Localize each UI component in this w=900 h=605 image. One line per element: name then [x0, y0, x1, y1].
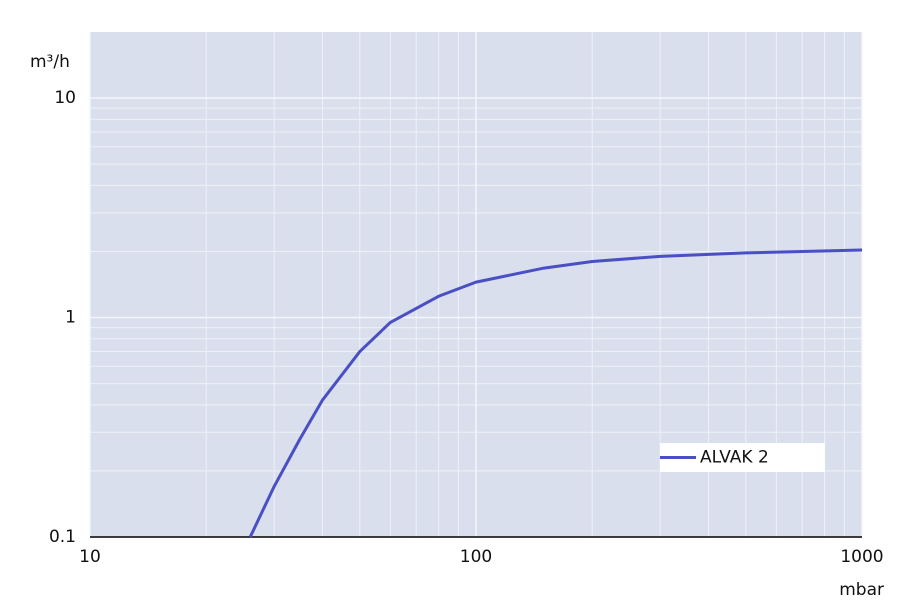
legend-label: ALVAK 2 — [700, 448, 769, 468]
y-axis-label: m³/h — [30, 52, 70, 72]
y-tick-label: 1 — [65, 308, 76, 328]
series-line — [248, 248, 863, 538]
x-tick-label: 10 — [79, 547, 101, 567]
y-tick-label: 0.1 — [49, 527, 76, 547]
x-tick-label: 100 — [460, 547, 492, 567]
x-axis-label: mbar — [839, 580, 884, 600]
x-tick-label: 1000 — [840, 547, 883, 567]
y-tick-label: 10 — [54, 88, 76, 108]
